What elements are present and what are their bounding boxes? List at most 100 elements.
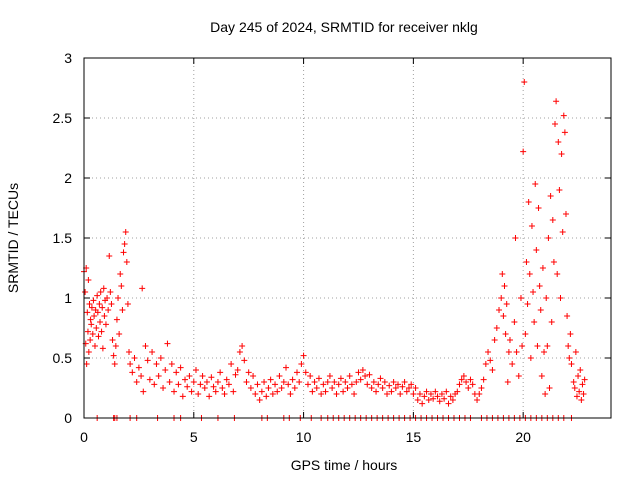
grid-lines (84, 58, 611, 418)
data-point (287, 391, 294, 397)
data-point (544, 343, 551, 349)
data-point (548, 319, 555, 325)
data-point (140, 388, 147, 395)
data-point (566, 355, 573, 361)
data-point (342, 379, 349, 385)
data-point (416, 391, 423, 397)
data-point (214, 379, 221, 385)
data-point (379, 385, 386, 391)
data-point (456, 381, 463, 388)
data-point (547, 193, 554, 199)
data-point (399, 383, 406, 390)
data-point (203, 379, 210, 385)
data-point (166, 379, 173, 385)
data-point (511, 319, 518, 325)
data-point (499, 271, 506, 277)
data-point (104, 295, 111, 301)
data-point (515, 373, 522, 379)
data-point (232, 371, 239, 378)
data-point (99, 304, 106, 311)
data-point (206, 393, 213, 400)
data-point (573, 393, 580, 400)
data-point (512, 235, 519, 241)
data-point (267, 376, 274, 383)
data-point (560, 112, 567, 119)
data-point (313, 385, 320, 391)
data-point (532, 181, 539, 187)
data-point (578, 397, 585, 403)
data-point (528, 223, 535, 229)
data-point (526, 271, 533, 277)
data-point (117, 271, 124, 277)
data-point (351, 391, 358, 397)
data-point (261, 379, 268, 385)
data-point (478, 385, 485, 391)
data-point (395, 381, 402, 388)
data-point (535, 205, 542, 211)
data-point (223, 376, 230, 383)
data-point (293, 369, 300, 376)
data-point (129, 369, 136, 376)
data-point (539, 265, 546, 271)
data-point (534, 343, 541, 349)
data-point (164, 340, 171, 347)
data-point (139, 285, 146, 292)
data-point (236, 349, 243, 355)
data-point (377, 375, 384, 382)
data-point (331, 379, 338, 385)
data-point (252, 391, 259, 397)
data-point (571, 385, 578, 391)
data-point (119, 307, 126, 313)
data-point (197, 381, 204, 388)
data-point (498, 295, 505, 301)
data-point (520, 148, 527, 155)
data-point (324, 379, 331, 385)
data-point (182, 376, 189, 383)
data-point (419, 400, 426, 407)
data-point (401, 379, 408, 385)
data-point (157, 355, 164, 361)
data-point (447, 393, 454, 400)
data-point (84, 328, 91, 335)
data-point (121, 241, 128, 247)
data-point (192, 367, 199, 373)
data-points (81, 79, 588, 421)
y-tick-label: 2.5 (53, 110, 73, 126)
data-point (454, 388, 461, 395)
data-point (318, 391, 325, 397)
data-point (85, 277, 92, 283)
data-point (274, 388, 281, 395)
data-point (537, 307, 544, 313)
data-point (513, 349, 520, 355)
data-point (577, 367, 584, 373)
data-point (414, 397, 421, 403)
data-point (272, 381, 279, 388)
data-point (247, 385, 254, 391)
data-point (199, 373, 206, 379)
data-point (234, 367, 241, 373)
data-point (421, 393, 428, 400)
x-tick-labels: 0 5 10 15 20 (80, 429, 531, 445)
data-point (116, 331, 123, 337)
data-point (108, 301, 115, 307)
data-point (465, 385, 472, 391)
data-point (533, 247, 540, 253)
data-point (546, 385, 553, 391)
data-point (90, 297, 97, 304)
y-tick-label: 3 (64, 50, 72, 66)
data-point (335, 381, 342, 388)
axis-ticks (83, 57, 611, 419)
data-point (307, 373, 314, 379)
data-point (425, 397, 432, 403)
data-point (552, 121, 559, 127)
data-point (344, 385, 351, 391)
data-point (133, 379, 140, 385)
data-point (545, 235, 552, 241)
data-point (298, 361, 305, 367)
x-tick-label: 0 (80, 429, 88, 445)
data-point (84, 309, 91, 316)
x-tick-label: 5 (190, 429, 198, 445)
data-point (524, 301, 531, 307)
